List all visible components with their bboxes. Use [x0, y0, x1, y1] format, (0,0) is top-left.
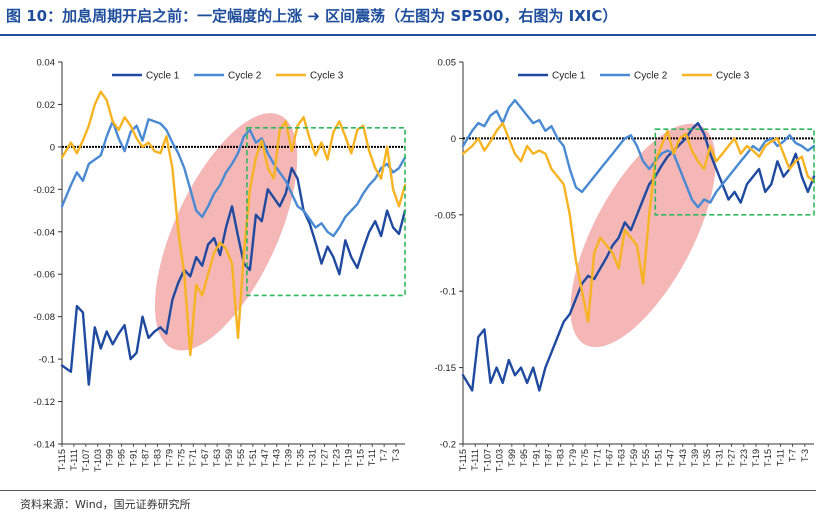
x-tick-label: T-31	[714, 449, 724, 467]
x-tick-label: T-11	[367, 449, 377, 466]
x-tick-label: T-87	[141, 449, 151, 467]
y-tick-label: -0.15	[434, 363, 456, 374]
x-tick-label: T-15	[763, 449, 773, 467]
x-tick-label: T-59	[224, 449, 234, 467]
source-note: 资料来源：Wind，国元证券研究所	[20, 498, 191, 511]
y-tick-label: -0.05	[434, 210, 456, 221]
cycle-2-line	[60, 118, 407, 238]
x-tick-label: T-27	[319, 449, 329, 467]
cycle-3-line	[60, 90, 407, 357]
legend-label: Cycle 2	[228, 71, 262, 82]
x-tick-label: T-19	[343, 449, 353, 467]
x-tick-label: T-67	[605, 449, 615, 467]
footer-divider	[0, 490, 816, 491]
x-tick-label: T-43	[678, 449, 688, 467]
x-tick-label: T-23	[739, 449, 749, 467]
x-tick-label: T-39	[284, 449, 294, 467]
y-tick-label: 0	[451, 134, 456, 145]
x-tick-label: T-3	[391, 449, 401, 462]
x-tick-label: T-111	[69, 449, 79, 471]
range-box	[246, 126, 406, 297]
x-tick-label: T-19	[751, 449, 761, 467]
y-tick-label: -0.06	[33, 270, 55, 281]
x-tick-label: T-91	[531, 449, 541, 467]
x-tick-label: T-23	[331, 449, 341, 467]
cycle-1-line	[461, 121, 816, 392]
x-tick-label: T-67	[200, 449, 210, 467]
legend: Cycle 1 Cycle 2 Cycle 3	[518, 71, 750, 82]
x-tick-label: T-111	[470, 449, 480, 471]
x-tick-label: T-35	[702, 449, 712, 467]
sp500-chart: 0.04 0.02 0 -0.02 -0.04 -0.06 -0.08 -0.1 -0.12 -0…	[33, 58, 407, 472]
y-tick-label: -0.14	[33, 440, 55, 451]
y-tick-label: 0.02	[37, 100, 56, 111]
y-tick-label: -0.04	[33, 227, 55, 238]
x-tick-label: T-91	[129, 449, 139, 467]
range-box	[654, 128, 815, 216]
cycle-2-line	[461, 99, 816, 209]
x-tick-label: T-71	[592, 449, 602, 467]
x-tick-label: T-7	[379, 449, 389, 462]
legend-label: Cycle 3	[310, 71, 344, 82]
x-tick-label: T-27	[727, 449, 737, 467]
x-tick-label: T-83	[556, 449, 566, 467]
x-tick-label: T-79	[568, 449, 578, 467]
y-tick-label: 0.05	[438, 58, 457, 69]
x-tick-label: T-99	[507, 449, 517, 467]
x-tick-label: T-15	[355, 449, 365, 467]
cycle-3-line	[461, 121, 816, 323]
legend-label: Cycle 2	[634, 71, 668, 82]
ixic-chart: 0.050-0.05-0.1-0.15-0.2T-115 T-111 T-107 T-…	[434, 58, 816, 472]
figure-title: 图 10：加息周期开启之前：一定幅度的上涨 ➜ 区间震荡（左图为 SP500，右…	[6, 7, 618, 25]
legend: Cycle 1 Cycle 2 Cycle 3	[112, 71, 344, 82]
y-tick-label: -0.1	[440, 287, 456, 298]
x-tick-label: T-63	[212, 449, 222, 467]
y-tick-label: -0.08	[33, 312, 55, 323]
x-tick-label: T-59	[629, 449, 639, 467]
x-tick-label: T-55	[236, 449, 246, 467]
x-tick-label: T-115	[57, 449, 67, 471]
x-tick-label: T-107	[482, 449, 492, 472]
x-tick-label: T-71	[188, 449, 198, 467]
legend-label: Cycle 3	[716, 71, 750, 82]
y-tick-label: 0	[50, 142, 55, 153]
x-tick-label: T-103	[495, 449, 505, 472]
x-tick-label: T-11	[775, 449, 785, 466]
y-tick-label: -0.12	[33, 397, 55, 408]
x-tick-label: T-75	[176, 449, 186, 467]
highlight-ellipse	[570, 123, 716, 348]
legend-label: Cycle 1	[146, 71, 180, 82]
x-tick-label: T-107	[81, 449, 91, 472]
x-tick-label: T-95	[519, 449, 529, 467]
x-tick-label: T-47	[260, 449, 270, 467]
x-tick-label: T-103	[93, 449, 103, 472]
x-tick-label: T-87	[543, 449, 553, 467]
x-tick-label: T-51	[653, 449, 663, 467]
x-tick-label: T-83	[152, 449, 162, 467]
title-divider	[0, 34, 816, 36]
cycle-1-line	[60, 166, 407, 386]
x-tick-label: T-63	[617, 449, 627, 467]
x-tick-label: T-3	[800, 449, 810, 462]
y-tick-label: 0.04	[37, 58, 56, 69]
x-tick-label: T-99	[105, 449, 115, 467]
x-tick-label: T-51	[248, 449, 258, 467]
y-tick-label: -0.1	[39, 355, 55, 366]
x-tick-label: T-115	[458, 449, 468, 471]
x-tick-label: T-7	[788, 449, 798, 462]
x-tick-label: T-31	[308, 449, 318, 467]
x-tick-label: T-79	[164, 449, 174, 467]
x-tick-label: T-55	[641, 449, 651, 467]
x-tick-label: T-75	[580, 449, 590, 467]
x-tick-label: T-43	[272, 449, 282, 467]
y-tick-label: -0.2	[440, 440, 456, 451]
x-tick-label: T-35	[296, 449, 306, 467]
x-tick-label: T-47	[666, 449, 676, 467]
x-tick-label: T-39	[690, 449, 700, 467]
y-tick-label: -0.02	[33, 185, 55, 196]
legend-label: Cycle 1	[552, 71, 586, 82]
x-tick-label: T-95	[117, 449, 127, 467]
